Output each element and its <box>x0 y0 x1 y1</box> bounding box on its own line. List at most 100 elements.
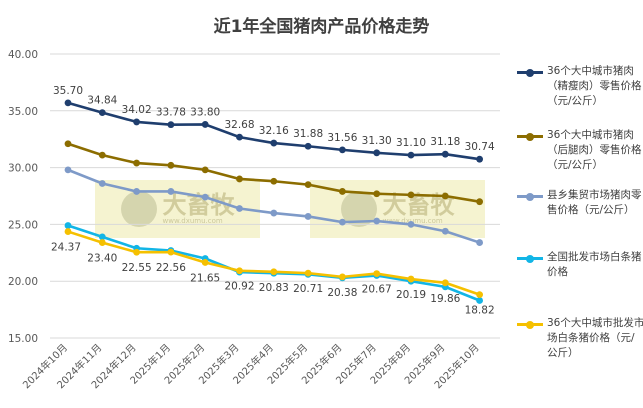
data-label: 20.38 <box>327 287 357 299</box>
data-label: 34.84 <box>87 95 117 107</box>
data-label: 33.78 <box>156 107 186 119</box>
y-tick-label: 35.00 <box>8 106 38 118</box>
data-label: 20.83 <box>259 282 289 294</box>
data-point-1 <box>407 191 415 199</box>
y-tick-label: 25.00 <box>8 219 38 231</box>
data-point-4 <box>476 291 483 299</box>
data-point-0 <box>476 155 483 163</box>
data-point-2 <box>64 166 72 174</box>
data-label: 31.10 <box>396 137 426 149</box>
data-point-0 <box>236 133 243 141</box>
data-label: 20.92 <box>224 281 254 293</box>
data-point-0 <box>98 109 106 117</box>
data-point-0 <box>201 121 209 128</box>
data-point-0 <box>373 149 381 157</box>
data-point-0 <box>270 139 278 147</box>
data-point-2 <box>476 239 483 246</box>
data-label: 32.68 <box>224 119 254 131</box>
data-point-4 <box>441 279 449 287</box>
data-point-4 <box>304 269 312 277</box>
legend-swatch <box>517 192 543 201</box>
legend-label: 县乡集贸市场猪肉零售价格（元/公斤） <box>547 189 642 216</box>
data-label: 31.18 <box>430 136 460 148</box>
data-point-4 <box>167 248 175 256</box>
data-point-1 <box>64 140 72 148</box>
watermark-url: www.dxumu.com <box>382 217 443 225</box>
data-label: 31.56 <box>327 132 357 144</box>
data-point-4 <box>236 267 243 275</box>
watermark-logo-icon <box>120 191 157 227</box>
data-point-4 <box>133 248 141 256</box>
data-point-2 <box>407 221 415 228</box>
legend-swatch <box>517 254 543 263</box>
data-point-2 <box>133 188 141 195</box>
data-point-4 <box>98 239 106 246</box>
data-point-1 <box>236 175 243 183</box>
data-point-3 <box>98 233 106 241</box>
legend-swatch <box>517 68 543 77</box>
y-tick-label: 15.00 <box>8 333 38 345</box>
y-tick-label: 20.00 <box>8 276 38 288</box>
data-label: 32.16 <box>259 125 289 137</box>
data-point-2 <box>167 188 175 195</box>
data-point-2 <box>373 217 381 225</box>
data-label: 22.55 <box>122 262 152 274</box>
data-point-4 <box>339 273 346 281</box>
data-point-2 <box>304 213 312 220</box>
legend-label: 36个大中城市猪肉（精瘦肉）零售价格（元/公斤） <box>547 65 642 107</box>
data-point-0 <box>64 99 72 107</box>
data-point-1 <box>98 151 106 159</box>
data-point-4 <box>270 268 278 276</box>
data-point-4 <box>64 228 72 235</box>
watermark-url: www.dxumu.com <box>162 217 223 225</box>
data-point-1 <box>201 166 209 174</box>
data-label: 23.40 <box>87 253 117 265</box>
legend-label: 全国批发市场白条猪价格 <box>547 251 642 278</box>
data-point-2 <box>98 180 106 187</box>
data-point-2 <box>236 205 243 212</box>
data-point-1 <box>270 177 278 185</box>
data-label: 34.02 <box>122 104 152 116</box>
data-point-1 <box>373 190 381 198</box>
data-point-0 <box>167 121 175 129</box>
data-label: 33.80 <box>190 106 220 118</box>
data-label: 21.65 <box>190 272 220 284</box>
data-point-1 <box>167 161 175 169</box>
series-line-1 <box>67 142 480 203</box>
data-point-2 <box>441 227 449 235</box>
legend-label: 36个大中城市猪肉（后腿肉）零售价格（元/公斤） <box>547 129 642 171</box>
legend-label: 36个大中城市批发市场白条猪价格（元/公斤） <box>547 317 643 359</box>
data-point-2 <box>201 193 209 201</box>
y-tick-label: 30.00 <box>8 163 38 175</box>
data-point-4 <box>373 270 381 277</box>
data-point-0 <box>339 146 346 154</box>
chart-title: 近1年全国猪肉产品价格走势 <box>213 17 430 37</box>
data-point-0 <box>133 118 141 126</box>
data-label: 18.82 <box>465 305 495 317</box>
data-point-3 <box>476 297 483 304</box>
data-point-0 <box>407 151 415 159</box>
data-label: 20.19 <box>396 289 426 301</box>
data-label: 30.74 <box>465 141 495 153</box>
data-label: 35.70 <box>53 85 83 97</box>
data-point-1 <box>133 159 141 167</box>
data-point-1 <box>304 181 312 189</box>
data-label: 22.56 <box>156 262 186 274</box>
data-label: 20.71 <box>293 283 323 295</box>
data-label: 24.37 <box>51 242 81 254</box>
data-label: 31.30 <box>362 135 392 147</box>
data-point-1 <box>441 192 449 200</box>
data-point-2 <box>270 209 278 217</box>
legend-swatch <box>517 320 543 329</box>
data-point-1 <box>339 188 346 195</box>
watermark-left: 大畜牧 www.dxumu.com <box>95 180 260 238</box>
data-point-0 <box>304 142 312 150</box>
legend-swatch <box>517 132 543 141</box>
data-point-3 <box>64 222 72 229</box>
data-label: 31.88 <box>293 128 323 140</box>
data-label: 20.67 <box>362 284 392 296</box>
data-label: 19.86 <box>430 293 460 305</box>
y-tick-label: 40.00 <box>8 49 38 61</box>
data-point-1 <box>476 198 483 206</box>
